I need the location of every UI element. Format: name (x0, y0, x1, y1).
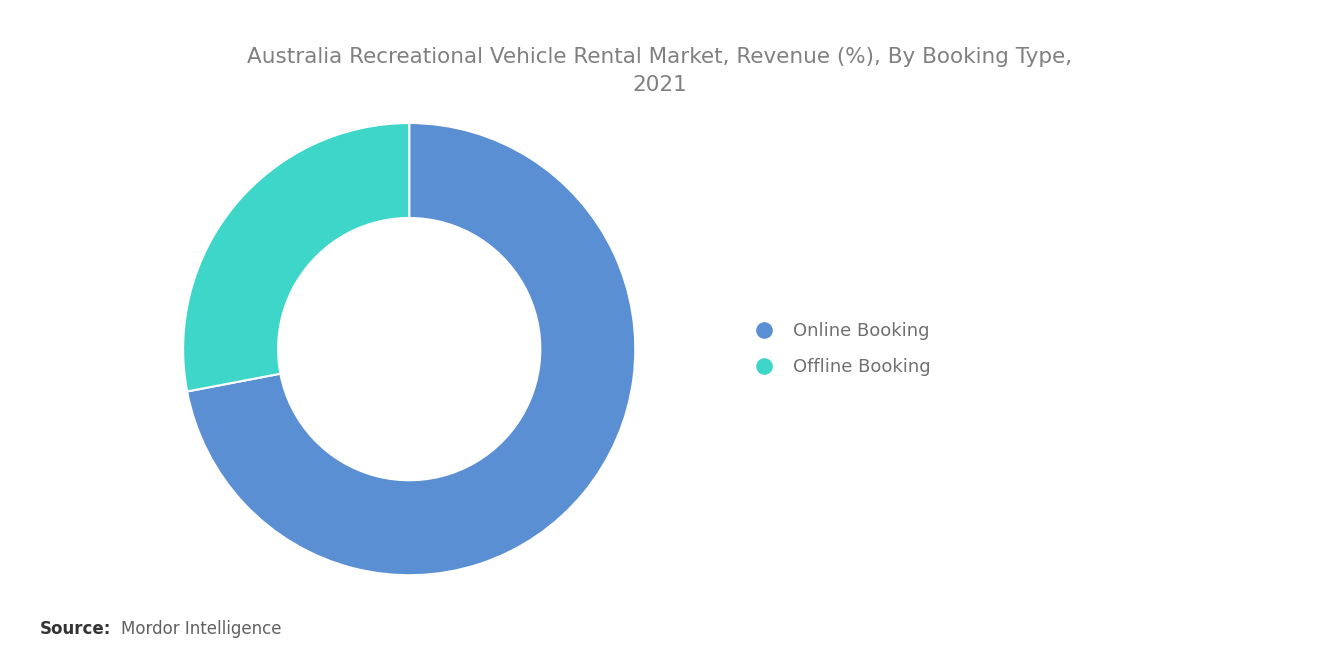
Legend: Online Booking, Offline Booking: Online Booking, Offline Booking (746, 322, 931, 376)
Wedge shape (187, 123, 635, 575)
Wedge shape (183, 123, 409, 392)
Text: Mordor Intelligence: Mordor Intelligence (121, 620, 282, 638)
Text: Source:: Source: (40, 620, 111, 638)
Text: Australia Recreational Vehicle Rental Market, Revenue (%), By Booking Type,
2021: Australia Recreational Vehicle Rental Ma… (247, 47, 1073, 94)
